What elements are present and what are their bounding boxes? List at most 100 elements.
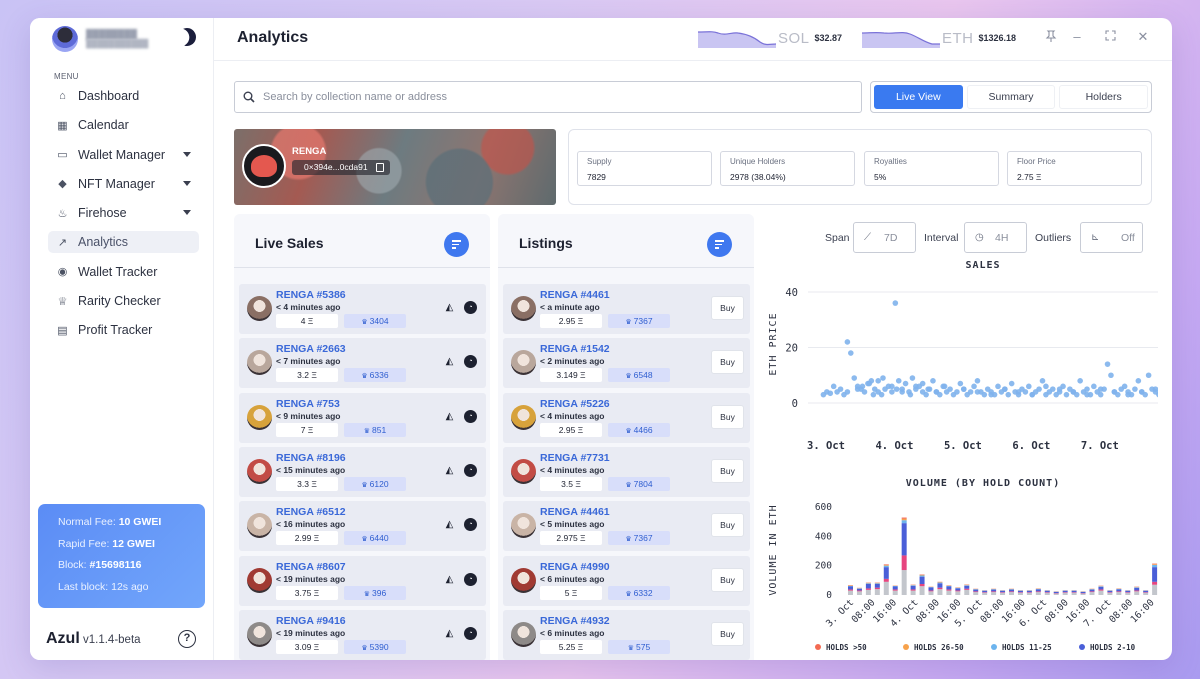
search-bar[interactable] (234, 81, 862, 113)
help-icon[interactable]: ? (178, 630, 196, 648)
nft-name[interactable]: RENGA #753 (276, 397, 340, 410)
avatar[interactable] (52, 26, 78, 52)
nft-thumbnail[interactable] (511, 513, 536, 539)
opensea-icon[interactable]: ◭ (445, 302, 454, 313)
interval-select[interactable]: ◷ 4H (964, 222, 1027, 253)
tab-summary[interactable]: Summary (966, 85, 1056, 109)
stat-supply: Supply 7829 (577, 151, 712, 186)
buy-button[interactable]: Buy (711, 350, 744, 375)
list-item[interactable]: RENGA #4461< a minute ago 2.95 Ξ 7367 Buy (503, 284, 750, 334)
opensea-icon[interactable]: ◭ (445, 627, 454, 639)
opensea-icon[interactable]: ◭ (445, 519, 454, 531)
filter-icon[interactable] (444, 232, 469, 257)
nft-thumbnail[interactable] (511, 458, 536, 484)
maximize-icon[interactable] (1103, 30, 1117, 44)
sidebar-item-wallet-manager[interactable]: ▭ Wallet Manager (48, 144, 199, 166)
buy-button[interactable]: Buy (711, 458, 744, 483)
sale-point (909, 375, 916, 381)
tab-holders[interactable]: Holders (1059, 85, 1149, 109)
looksrare-icon[interactable]: ◔ (464, 626, 477, 640)
nft-thumbnail[interactable] (511, 296, 536, 321)
looksrare-icon[interactable]: ◔ (464, 409, 477, 423)
chevron-down-icon[interactable] (183, 180, 191, 186)
nft-name[interactable]: RENGA #4990 (540, 560, 610, 573)
buy-button[interactable]: Buy (711, 513, 744, 538)
nft-name[interactable]: RENGA #4461 (540, 506, 610, 519)
nft-thumbnail[interactable] (247, 404, 272, 430)
sidebar-item-wallet-tracker[interactable]: ◉ Wallet Tracker (48, 261, 199, 283)
nft-name[interactable]: RENGA #8607 (276, 560, 346, 573)
nft-name[interactable]: RENGA #5226 (540, 397, 610, 410)
looksrare-icon[interactable]: ◔ (464, 301, 477, 314)
nft-name[interactable]: RENGA #1542 (540, 343, 610, 356)
nft-thumbnail[interactable] (511, 567, 536, 593)
opensea-icon[interactable]: ◭ (445, 356, 454, 368)
nft-name[interactable]: RENGA #7731 (540, 451, 610, 464)
close-icon[interactable]: ✕ (1137, 29, 1149, 44)
nft-thumbnail[interactable] (511, 404, 536, 430)
chevron-down-icon[interactable] (183, 151, 191, 157)
filter-icon[interactable] (707, 232, 732, 257)
contract-address[interactable]: 0×394e...0cda91 (292, 160, 390, 175)
nft-name[interactable]: RENGA #5386 (276, 289, 346, 301)
user-profile[interactable]: ████████ ███████████ (52, 26, 148, 52)
nft-name[interactable]: RENGA #4461 (540, 289, 610, 301)
nft-thumbnail[interactable] (511, 621, 536, 647)
tab-live-view[interactable]: Live View (874, 85, 963, 109)
looksrare-icon[interactable]: ◔ (464, 572, 477, 586)
nft-thumbnail[interactable] (247, 350, 272, 376)
buy-button[interactable]: Buy (711, 621, 744, 646)
nft-name[interactable]: RENGA #2663 (276, 343, 346, 356)
nft-thumbnail[interactable] (247, 621, 272, 647)
nft-thumbnail[interactable] (247, 513, 272, 539)
looksrare-icon[interactable]: ◔ (464, 355, 477, 369)
buy-button[interactable]: Buy (711, 404, 744, 429)
looksrare-icon[interactable]: ◔ (464, 463, 477, 477)
sidebar-item-profit-tracker[interactable]: ▤ Profit Tracker (48, 319, 199, 341)
nft-name[interactable]: RENGA #8196 (276, 451, 346, 464)
nft-thumbnail[interactable] (247, 458, 272, 484)
sidebar-item-firehose[interactable]: ♨ Firehose (48, 202, 199, 224)
pin-icon[interactable] (1044, 30, 1058, 44)
search-input[interactable] (263, 91, 823, 103)
sidebar-item-analytics[interactable]: ↗ Analytics (48, 231, 199, 254)
opensea-icon[interactable]: ◭ (445, 573, 454, 585)
list-item[interactable]: RENGA #5386< 4 minutes ago 4 Ξ 3404 ◭ ◔ (239, 284, 486, 334)
nft-thumbnail[interactable] (247, 567, 272, 593)
buy-button[interactable]: Buy (711, 296, 744, 320)
nft-thumbnail[interactable] (511, 350, 536, 376)
minimize-icon[interactable]: – (1073, 29, 1081, 44)
span-select[interactable]: ⟋ 7D (853, 222, 916, 253)
sidebar-item-calendar[interactable]: ▦ Calendar (48, 114, 199, 136)
nft-name[interactable]: RENGA #6512 (276, 506, 346, 519)
sidebar-item-rarity-checker[interactable]: ♕ Rarity Checker (48, 290, 199, 312)
opensea-icon[interactable]: ◭ (445, 410, 454, 422)
nft-name[interactable]: RENGA #9416 (276, 614, 346, 627)
buy-button[interactable]: Buy (711, 567, 744, 592)
sale-point (1002, 386, 1008, 392)
nft-thumbnail[interactable] (247, 296, 272, 321)
nft-name[interactable]: RENGA #4932 (540, 614, 610, 627)
outliers-toggle[interactable]: ⊾ Off (1080, 222, 1143, 253)
sidebar-item-dashboard[interactable]: ⌂ Dashboard (48, 85, 199, 107)
volume-bar-segment (937, 587, 943, 590)
copy-icon[interactable] (375, 163, 384, 172)
chevron-down-icon[interactable] (183, 210, 191, 216)
sidebar-item-nft-manager[interactable]: ◆ NFT Manager (48, 173, 199, 195)
looksrare-icon[interactable]: ◔ (464, 518, 477, 532)
moon-icon[interactable] (175, 25, 200, 50)
sale-point (1005, 391, 1012, 398)
opensea-icon[interactable]: ◭ (445, 464, 454, 476)
